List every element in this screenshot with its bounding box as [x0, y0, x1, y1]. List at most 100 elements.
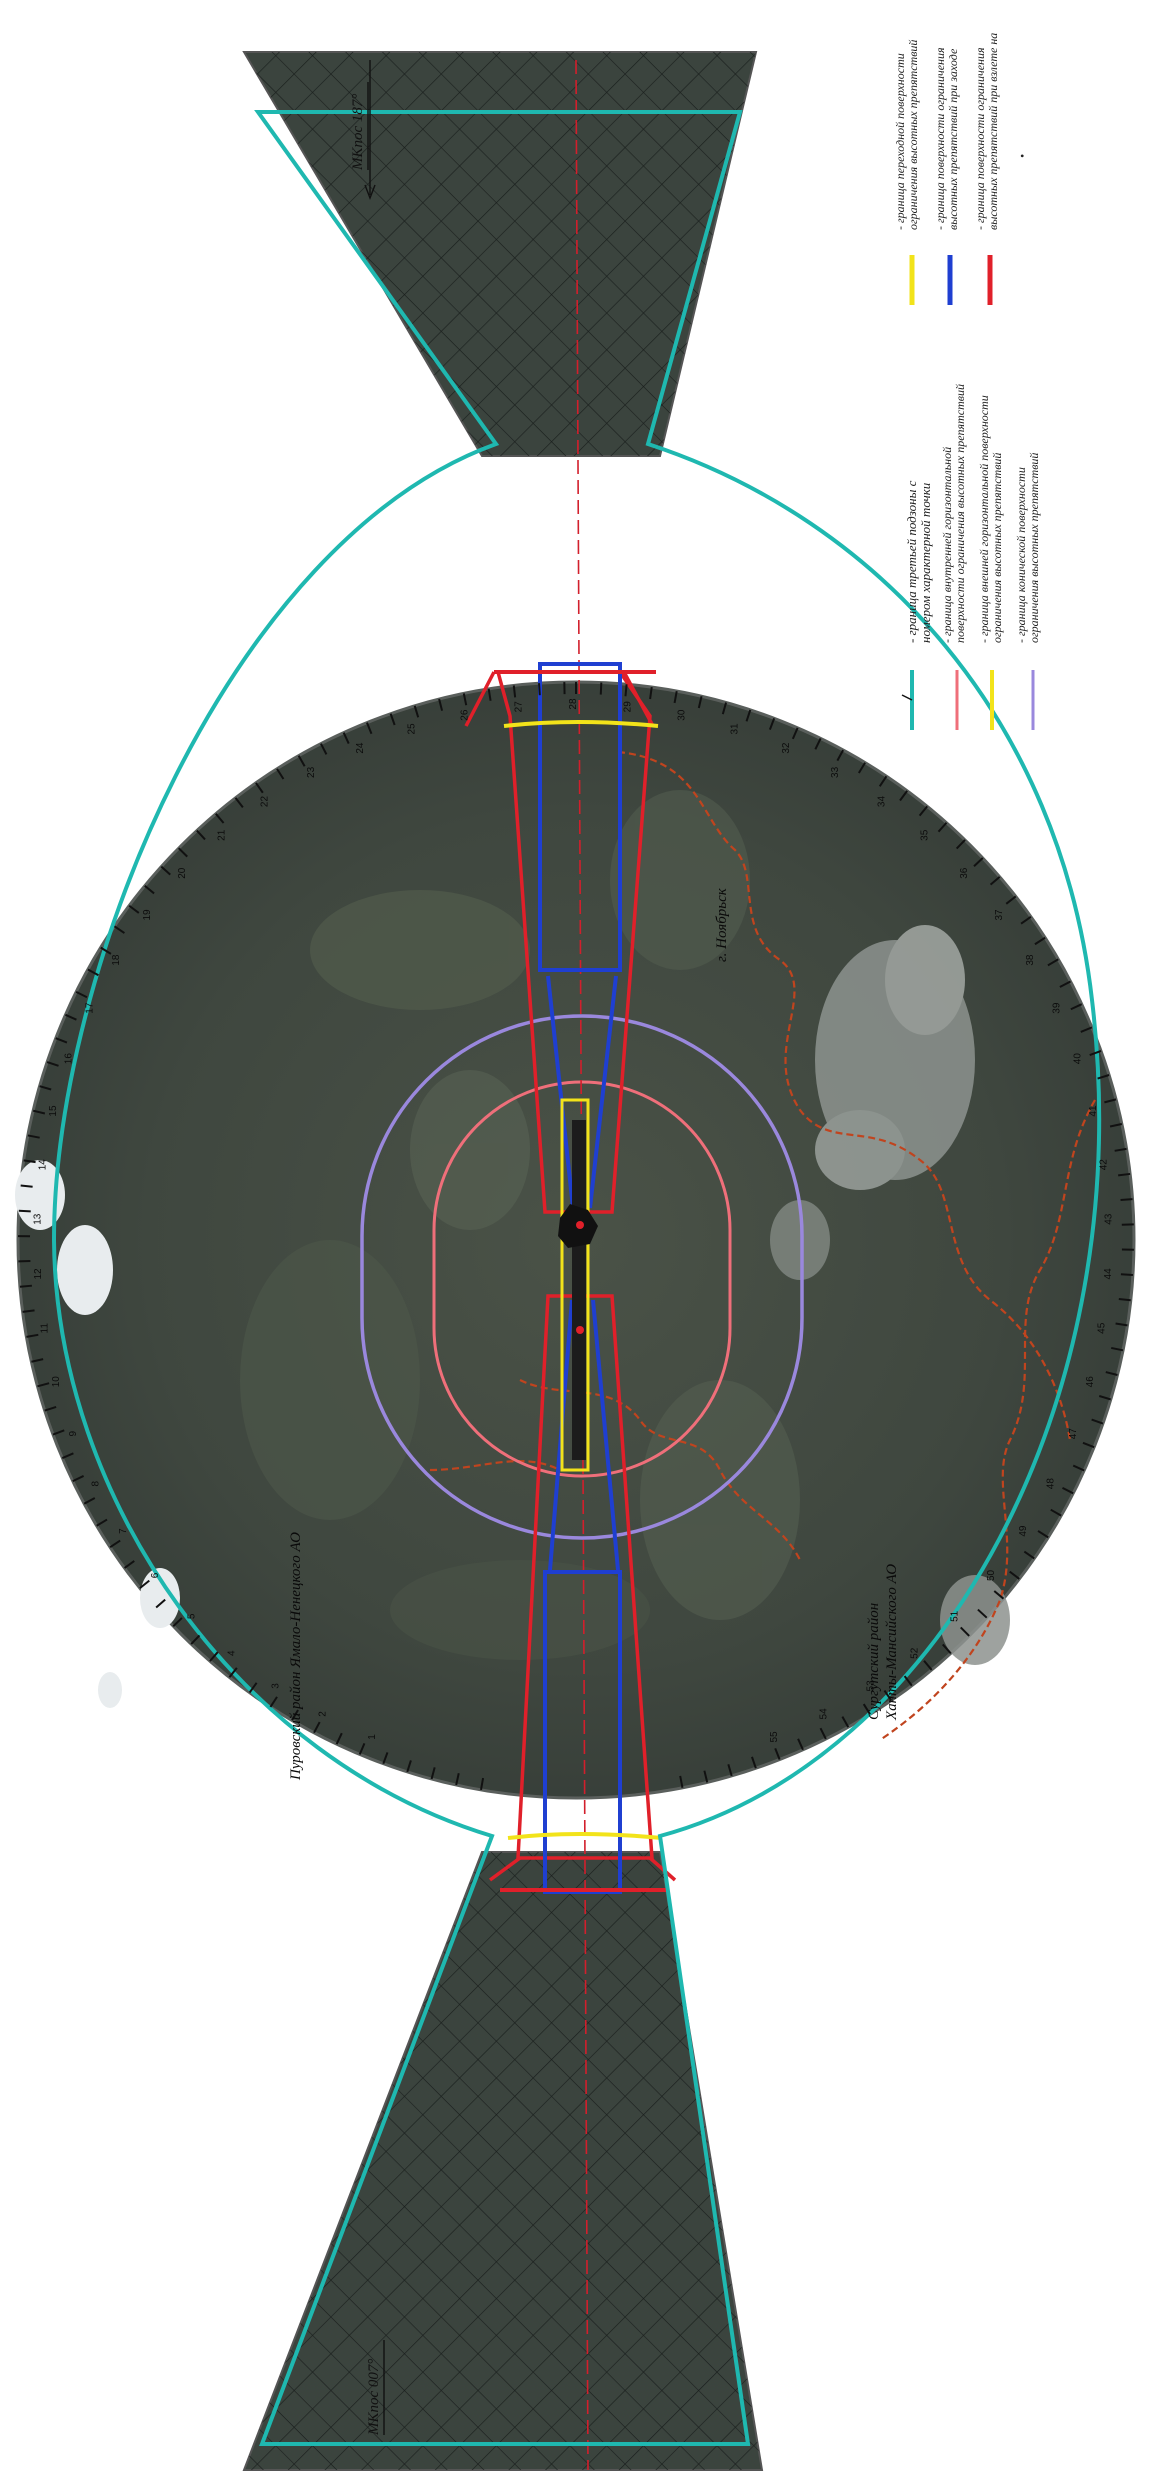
svg-text:ограничения высотных препятств: ограничения высотных препятствий: [1027, 453, 1041, 643]
boundary-tick: [1037, 1530, 1049, 1539]
inner-horizontal-surface-boundary: [432, 1080, 732, 1478]
boundary-point-number: 7: [118, 1528, 129, 1534]
boundary-point-number: 31: [730, 723, 741, 735]
boundary-tick: [878, 775, 888, 787]
boundary-point-number: 5: [186, 1613, 197, 1619]
boundary-point-number: 2: [318, 1711, 329, 1717]
boundary-tick: [1009, 1570, 1020, 1580]
svg-text:ограничения высотных препятств: ограничения высотных препятствий: [906, 40, 920, 230]
boundary-tick: [918, 805, 928, 817]
boundary-tick: [234, 797, 244, 809]
boundary-tick: [32, 1109, 46, 1115]
boundary-tick: [366, 722, 373, 735]
boundary-tick: [113, 925, 125, 934]
boundary-tick: [196, 829, 206, 841]
conical-surface-boundary: [360, 1014, 804, 1540]
boundary-tick: [883, 1689, 893, 1701]
boundary-point-number: 11: [39, 1323, 50, 1334]
approach-surfaces: [538, 662, 622, 1894]
boundary-point-number: 27: [513, 701, 524, 713]
boundary-point-number: 49: [1018, 1525, 1029, 1537]
boundary-point-number: 42: [1099, 1159, 1110, 1171]
boundary-point-number: 52: [909, 1647, 920, 1659]
boundary-tick: [19, 1284, 32, 1288]
boundary-tick: [841, 1716, 850, 1728]
boundary-tick: [819, 1727, 827, 1740]
boundary-point-number: 30: [677, 709, 688, 721]
boundary-tick: [75, 990, 88, 999]
boundary-point-number: 13: [32, 1213, 43, 1225]
boundary-point-number: 40: [1072, 1053, 1083, 1065]
legend-right: - граница переходной поверхности огранич…: [893, 33, 1024, 305]
region-label-surgutsky: Сургутский район Ханты-Мансийского АО: [866, 1564, 900, 1721]
boundary-tick: [1050, 1508, 1062, 1517]
svg-text:Сургутский район: Сургутский район: [866, 1603, 882, 1720]
boundary-tick: [39, 1085, 52, 1091]
boundary-point-number: 29: [623, 701, 634, 713]
boundary-point-number: 16: [64, 1053, 75, 1065]
boundary-tick: [1072, 1464, 1085, 1472]
boundary-point-number: 10: [51, 1376, 62, 1388]
boundary-tick: [462, 693, 468, 706]
boundary-tick: [335, 1732, 343, 1745]
boundary-point-number: 51: [950, 1610, 961, 1622]
boundary-tick: [679, 1775, 684, 1788]
boundary-point-number: 22: [260, 796, 271, 808]
boundary-tick: [248, 1682, 258, 1694]
zone-area: [15, 51, 1136, 2471]
boundary-tick: [1034, 936, 1046, 946]
svg-text:высотных препятствий при взлет: высотных препятствий при взлете на: [986, 33, 1000, 230]
boundary-tick: [22, 1309, 35, 1313]
svg-text:- граница поверхности ограниче: - граница поверхности ограничения: [933, 47, 947, 230]
boundary-tick: [172, 1617, 183, 1627]
boundary-tick: [144, 885, 155, 895]
boundary-tick: [697, 696, 703, 709]
boundary-tick: [774, 1747, 781, 1760]
boundary-tick: [87, 968, 99, 977]
legend-left: - граница третьей подзоны с номером хара…: [901, 384, 1041, 730]
boundary-tick: [1089, 1050, 1102, 1056]
boundary-tick: [797, 1738, 804, 1751]
boundary-tick: [1080, 1026, 1093, 1033]
boundary-point-number: 43: [1104, 1213, 1115, 1225]
boundary-tick: [297, 755, 306, 767]
boundary-point-number: 14: [37, 1159, 48, 1171]
boundary-tick: [993, 1590, 1005, 1600]
boundary-point-number: 26: [459, 709, 470, 721]
svg-text:высотных препятствий при заход: высотных препятствий при заходе: [946, 48, 960, 230]
boundary-tick: [430, 1767, 436, 1780]
boundary-tick: [342, 732, 350, 744]
boundary-point-number: 55: [769, 1731, 780, 1743]
boundary-tick: [55, 1037, 68, 1044]
boundary-point-number: 44: [1103, 1268, 1114, 1280]
boundary-point-number: 1: [367, 1734, 378, 1740]
boundary-tick: [291, 1709, 299, 1721]
boundary-tick: [438, 698, 444, 711]
boundary-tick: [276, 768, 285, 780]
boundary-tick: [649, 687, 653, 700]
boundary-point-number: 46: [1085, 1376, 1096, 1388]
boundary-point-number: 9: [68, 1430, 79, 1436]
boundary-tick: [52, 1429, 65, 1436]
boundary-tick: [18, 1209, 31, 1213]
boundary-tick: [1059, 980, 1071, 988]
boundary-tick: [123, 1560, 135, 1569]
boundary-point-number: 12: [33, 1268, 44, 1280]
boundary-tick: [389, 713, 396, 726]
svg-text:•: •: [1020, 149, 1024, 163]
boundary-tick: [37, 1382, 50, 1388]
boundary-tick: [177, 847, 188, 858]
boundary-tick: [1023, 1550, 1035, 1560]
boundary-point-number: 8: [91, 1480, 102, 1486]
boundary-tick: [128, 904, 140, 914]
svg-text:поверхности ограничения высотн: поверхности ограничения высотных препятс…: [953, 384, 967, 643]
boundary-tick: [109, 1539, 121, 1549]
boundary-point-numbers: 1234567891011121314151617181920212223242…: [32, 698, 1114, 1743]
boundary-tick: [26, 1333, 39, 1338]
boundary-tick: [215, 813, 225, 824]
boundary-tick: [72, 1475, 85, 1483]
boundary-tick: [599, 682, 603, 695]
boundary-tick: [406, 1760, 412, 1773]
boundary-tick: [455, 1773, 460, 1786]
